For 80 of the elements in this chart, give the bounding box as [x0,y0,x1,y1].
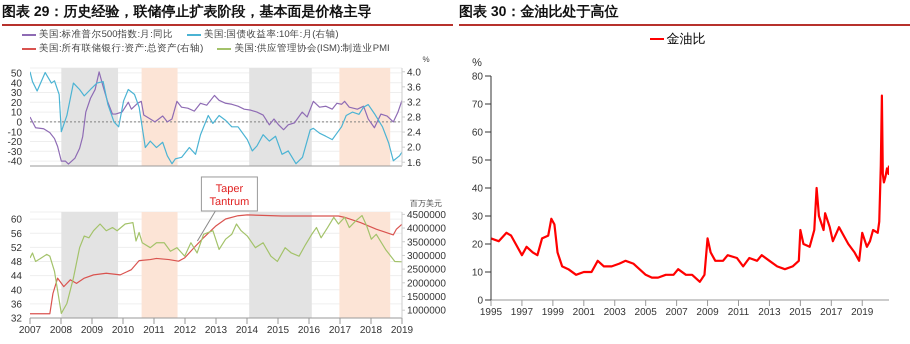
y-tick-label: 0 [477,296,484,307]
y-tick-label: 40 [472,184,484,195]
y2-tick-label: 4500000 [407,210,446,221]
x-tick-label: 2003 [604,307,626,318]
legend-label: 美国:供应管理协会(ISM):制造业PMI [234,42,390,56]
x-tick-label: 2008 [50,325,73,336]
y-tick-label: 70 [472,100,484,111]
y-tick-label: 50 [10,68,22,80]
y-tick-label: 50 [472,156,484,167]
y2-tick-label: 2.0 [407,142,422,154]
y2-tick-label: 1500000 [407,292,446,304]
x-tick-label: 2010 [112,325,135,336]
y-tick-label: 40 [10,285,22,296]
x-tick-label: 1995 [480,307,503,318]
y-tick-label: 30 [10,88,22,100]
x-tick-label: 2013 [758,307,781,318]
y-tick-label: -40 [8,156,22,168]
chart-title: 图表 30：金油比处于高位 [459,0,910,26]
x-tick-label: 2012 [174,325,197,336]
y-tick-label: 60 [10,214,22,226]
x-tick-label: 2017 [820,307,843,318]
x-tick-label: 2018 [360,325,383,336]
y2-axis-title: 百万美元 [410,199,442,208]
y-tick-label: 44 [10,271,22,282]
legend-label: 美国:所有联储银行:资产:总资产(右轴) [39,42,204,56]
x-tick-label: 2017 [328,325,352,336]
x-tick-label: 2009 [696,307,720,318]
x-tick-label: 2013 [204,325,228,336]
y-tick-label: 60 [472,128,484,139]
y2-tick-label: 4000000 [407,224,446,235]
y-tick-label: 52 [10,242,22,254]
x-tick-label: 2011 [143,325,166,336]
y-tick-label: 20 [10,98,22,109]
y2-axis-title: % [422,55,430,64]
x-tick-label: 2014 [236,325,259,336]
legend-label: 金油比 [666,31,706,48]
y-tick-label: -20 [8,137,22,148]
y2-tick-label: 1.6 [407,158,422,169]
y-tick-label: 56 [10,228,22,240]
y-tick-label: 32 [10,314,22,325]
legend-label: 美国:国债收益率:10年:月(右轴) [204,28,339,42]
x-tick-label: 2009 [80,325,104,336]
x-tick-label: 2019 [390,325,414,336]
y-tick-label: 10 [10,108,22,119]
x-tick-label: 1999 [542,307,564,318]
x-tick-label: 2019 [851,307,874,318]
y2-tick-label: 3.2 [407,97,422,108]
y2-tick-label: 2500000 [407,264,446,276]
x-tick-label: 2011 [728,307,750,318]
x-tick-label: 2005 [634,307,658,318]
y-tick-label: 0 [16,117,22,128]
y-tick-label: 36 [10,299,22,310]
y2-tick-label: 3000000 [407,250,446,262]
y2-tick-label: 3.6 [407,82,422,94]
x-tick-label: 1997 [510,307,534,318]
chart-title: 图表 29：历史经验，联储停止扩表阶段，基本面是价格主导 [2,0,453,26]
y2-tick-label: 4.0 [407,67,422,78]
y-tick-label: 20 [472,240,484,251]
y-tick-label: -10 [8,127,22,138]
x-tick-label: 2016 [298,325,321,336]
y2-tick-label: 2.8 [407,112,422,124]
annotation: Taper Tantrum [210,182,250,208]
y-axis-title: % [472,57,482,69]
legend-label: 美国:标准普尔500指数:月:同比 [39,28,173,42]
y-tick-label: 40 [10,78,22,90]
y2-tick-label: 2000000 [407,278,446,290]
y2-tick-label: 2.4 [407,128,422,139]
y-tick-label: 30 [472,212,484,223]
y2-tick-label: 3500000 [407,237,446,248]
y-tick-label: -30 [8,146,22,158]
x-tick-label: 2015 [789,307,812,318]
line-series [491,94,889,283]
x-tick-label: 2007 [665,307,688,318]
x-tick-label: 2007 [18,325,42,336]
y-tick-label: 80 [472,72,484,83]
x-tick-label: 2015 [266,325,290,336]
x-tick-label: 2001 [572,307,596,318]
y-tick-label: 10 [472,268,484,279]
y-tick-label: 48 [10,257,22,268]
y2-tick-label: 1000000 [407,306,446,317]
